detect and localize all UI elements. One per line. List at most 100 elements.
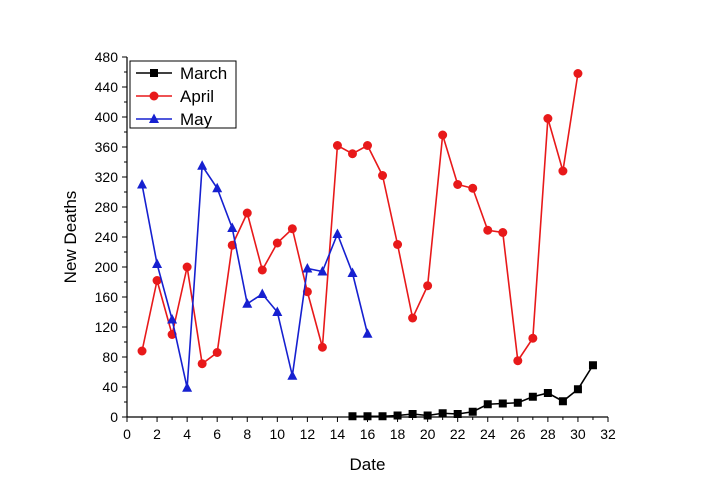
- data-point: [513, 356, 523, 366]
- data-point: [528, 333, 538, 343]
- data-point: [152, 258, 163, 268]
- data-point: [468, 407, 477, 416]
- data-point: [167, 314, 178, 324]
- data-point: [212, 348, 222, 357]
- data-point: [257, 288, 268, 298]
- y-tick-label-440: 440: [95, 79, 119, 95]
- data-point: [332, 141, 342, 150]
- series-line-may: [141, 163, 369, 388]
- data-point: [438, 409, 447, 418]
- x-tick-label-30: 30: [570, 426, 586, 442]
- series-may: [137, 160, 373, 392]
- data-point: [573, 69, 583, 78]
- data-point: [287, 370, 298, 380]
- data-point: [588, 361, 597, 370]
- data-point: [483, 225, 493, 235]
- data-point: [272, 238, 282, 248]
- y-tick-label-40: 40: [102, 379, 118, 395]
- legend-label-may: May: [180, 110, 213, 129]
- x-tick-label-20: 20: [420, 426, 436, 442]
- data-point: [363, 141, 372, 150]
- x-tick-label-16: 16: [360, 426, 376, 442]
- legend-box: [129, 60, 237, 129]
- data-point: [423, 281, 433, 291]
- data-point: [378, 171, 388, 180]
- data-point: [498, 228, 508, 237]
- y-tick-label-0: 0: [110, 409, 118, 425]
- data-point: [182, 382, 193, 392]
- x-tick-label-24: 24: [480, 426, 496, 442]
- data-point: [438, 130, 448, 140]
- data-point: [558, 397, 567, 406]
- data-point: [408, 313, 418, 323]
- series-layer: [137, 69, 597, 421]
- y-axis-title: New Deaths: [61, 191, 80, 284]
- data-point: [378, 412, 387, 421]
- x-tick-label-0: 0: [123, 426, 131, 442]
- x-tick-label-18: 18: [390, 426, 406, 442]
- y-tick-label-280: 280: [95, 199, 119, 215]
- data-point: [317, 342, 327, 352]
- data-point: [363, 412, 372, 421]
- axes: 0 2 4 6 8 10 12 14 16 18 20 22 24 26 28 30 3204080120160…: [95, 49, 616, 442]
- data-point: [498, 399, 507, 408]
- data-point: [332, 228, 343, 238]
- data-point: [317, 266, 328, 276]
- x-tick-label-10: 10: [270, 426, 286, 442]
- data-point: [257, 265, 267, 275]
- data-point: [543, 389, 552, 397]
- series-april: [137, 69, 583, 369]
- legend-label-march: March: [180, 64, 227, 83]
- data-point: [558, 166, 568, 176]
- x-axis-title: Date: [350, 455, 386, 474]
- y-tick-label-320: 320: [95, 169, 119, 185]
- data-point: [468, 183, 478, 193]
- x-tick-label-28: 28: [540, 426, 556, 442]
- y-tick-label-120: 120: [95, 319, 119, 335]
- data-point: [513, 398, 522, 407]
- y-tick-label-480: 480: [95, 49, 119, 65]
- data-point: [197, 160, 208, 170]
- x-tick-label-12: 12: [300, 426, 316, 442]
- x-tick-label-8: 8: [243, 426, 251, 442]
- y-tick-label-360: 360: [95, 139, 119, 155]
- legend: March April May: [129, 60, 237, 129]
- data-point: [453, 410, 462, 418]
- data-point: [483, 400, 492, 409]
- y-tick-label-160: 160: [95, 289, 119, 305]
- series-march: [348, 361, 597, 421]
- y-tick-label-200: 200: [95, 259, 119, 275]
- data-point: [227, 222, 238, 232]
- data-point: [393, 240, 403, 249]
- data-point: [408, 410, 417, 418]
- legend-marker-april: [149, 91, 159, 101]
- data-point: [302, 263, 313, 273]
- data-point: [573, 385, 582, 394]
- data-point: [137, 179, 148, 189]
- legend-marker-may: [149, 113, 159, 123]
- data-point: [362, 328, 373, 338]
- data-point: [423, 411, 432, 420]
- data-point: [242, 208, 252, 218]
- x-tick-label-14: 14: [330, 426, 346, 442]
- data-point: [528, 392, 537, 401]
- legend-label-april: April: [180, 87, 214, 106]
- x-tick-label-4: 4: [183, 426, 191, 442]
- y-tick-label-400: 400: [95, 109, 119, 125]
- data-point: [287, 224, 297, 234]
- data-point: [197, 359, 207, 369]
- x-tick-label-26: 26: [510, 426, 526, 442]
- data-point: [152, 276, 162, 285]
- data-point: [182, 262, 192, 272]
- data-point: [347, 267, 358, 277]
- data-point: [272, 306, 283, 316]
- data-point: [543, 114, 553, 123]
- data-point: [212, 182, 223, 193]
- y-tick-label-240: 240: [95, 229, 119, 245]
- data-point: [348, 412, 357, 421]
- x-tick-label-2: 2: [153, 426, 161, 442]
- data-point: [137, 346, 147, 356]
- x-tick-label-22: 22: [450, 426, 466, 442]
- x-tick-label-32: 32: [600, 426, 616, 442]
